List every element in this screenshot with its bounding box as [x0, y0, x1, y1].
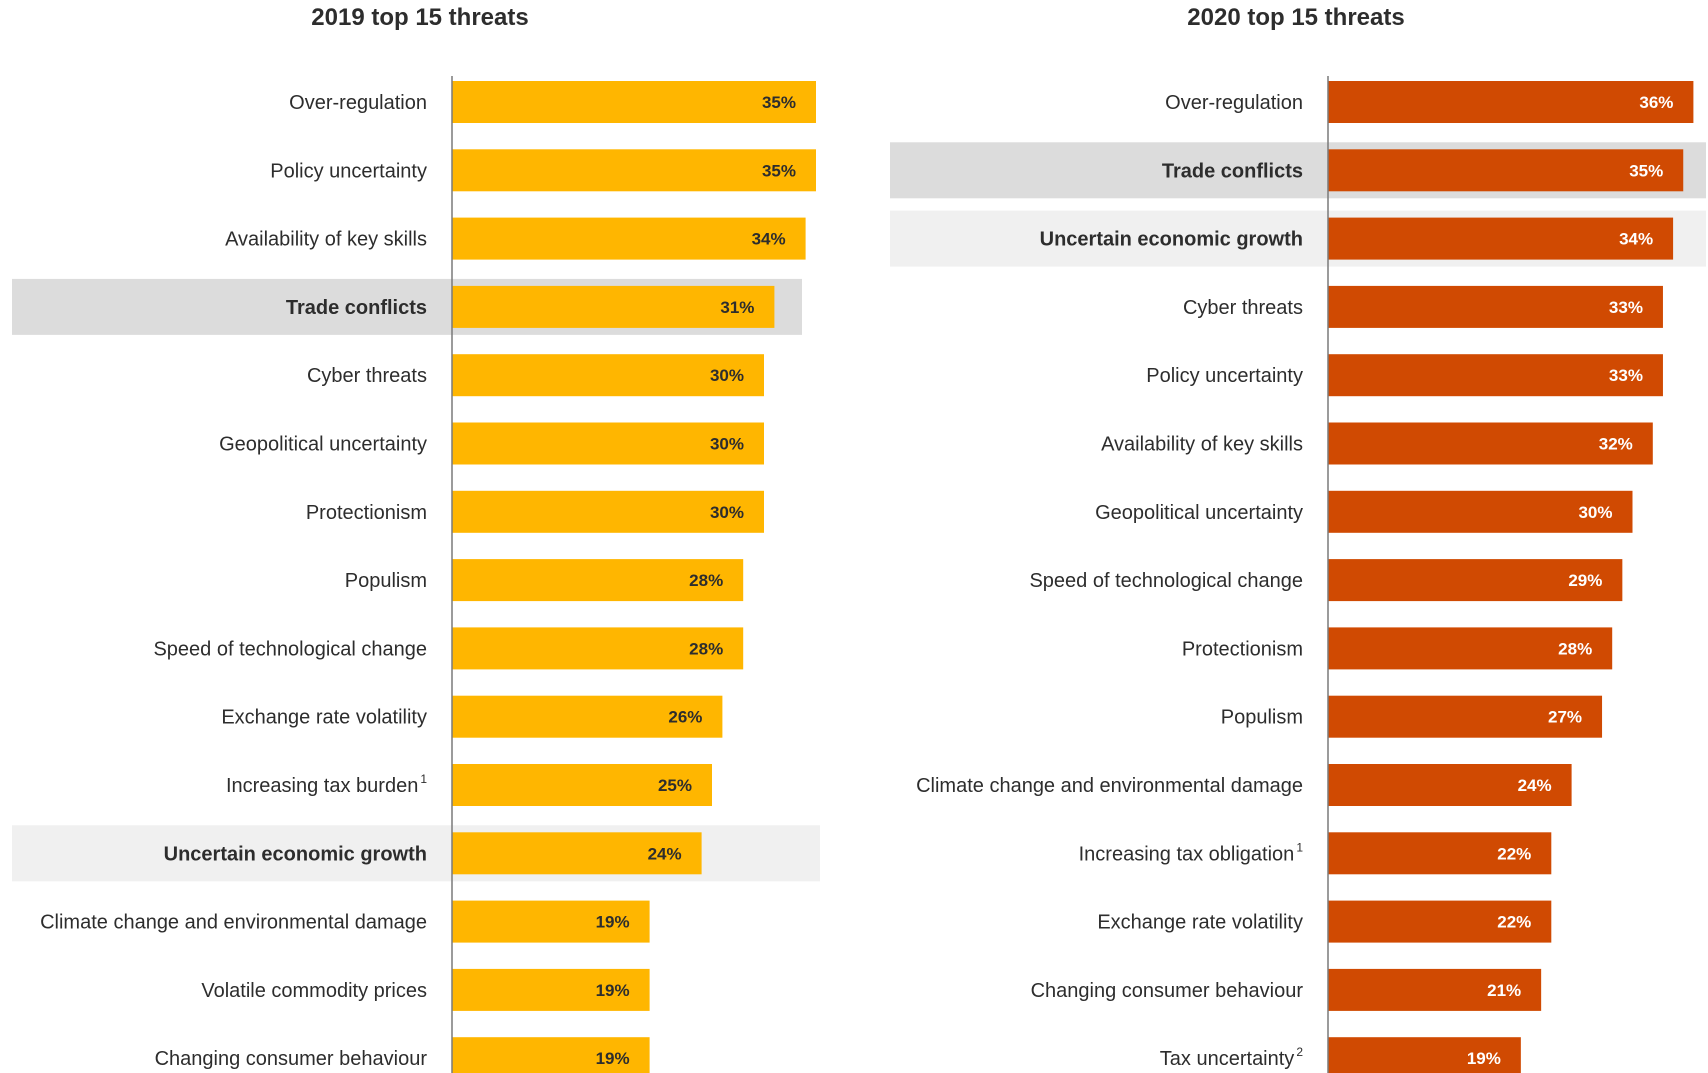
bar-chart-2020: Over-regulation 36% Trade conflicts 35% Unce…	[890, 76, 1706, 1073]
data-label-2019-10: 25%	[658, 776, 692, 795]
category-label-2020-7: Speed of technological change	[1029, 570, 1303, 592]
category-label-2019-5: Geopolitical uncertainty	[219, 434, 427, 456]
data-label-2019-2: 34%	[752, 230, 786, 249]
category-label-2020-4: Policy uncertainty	[1146, 365, 1303, 387]
category-label-2020-2: Uncertain economic growth	[1040, 229, 1303, 251]
data-label-2020-2: 34%	[1619, 230, 1653, 249]
category-label-2019-1: Policy uncertainty	[270, 160, 427, 182]
data-label-2019-12: 19%	[596, 913, 630, 932]
bar-2020-9	[1328, 695, 1603, 738]
footnote-marker-2019-10: 1	[420, 772, 427, 786]
category-label-2019-3: Trade conflicts	[286, 297, 427, 319]
data-label-2020-11: 22%	[1497, 844, 1531, 863]
data-label-2019-9: 26%	[668, 708, 702, 727]
footnote-marker-2020-11: 1	[1296, 840, 1303, 854]
category-label-2020-5: Availability of key skills	[1101, 434, 1303, 456]
category-label-2020-6: Geopolitical uncertainty	[1095, 502, 1303, 524]
bar-2019-3	[452, 285, 775, 328]
bar-2020-8	[1328, 627, 1613, 670]
category-label-2019-8: Speed of technological change	[153, 638, 427, 660]
bar-2019-8	[452, 627, 744, 670]
bar-2019-10	[452, 764, 712, 806]
bar-2019-4	[452, 354, 764, 397]
category-label-2020-14: Tax uncertainty 2	[1160, 1045, 1304, 1070]
data-label-2020-7: 29%	[1568, 571, 1602, 590]
category-label-2020-9: Populism	[1221, 707, 1303, 729]
category-label-2020-11: Increasing tax obligation 1	[1079, 840, 1304, 865]
data-label-2020-4: 33%	[1609, 366, 1643, 385]
bar-2020-0	[1328, 81, 1694, 123]
data-label-2020-8: 28%	[1558, 639, 1592, 658]
chart-2019-panel: 2019 top 15 threats Over-regulation 35% Po…	[0, 0, 820, 1073]
category-label-2019-14: Changing consumer behaviour	[155, 1048, 428, 1070]
data-label-2020-6: 30%	[1578, 503, 1612, 522]
chart-title-2019: 2019 top 15 threats	[311, 4, 529, 31]
category-label-2019-6: Protectionism	[306, 502, 427, 524]
data-label-2019-7: 28%	[689, 571, 723, 590]
bar-2019-2	[452, 217, 806, 260]
data-label-2020-13: 21%	[1487, 981, 1521, 1000]
bar-2020-7	[1328, 559, 1623, 602]
data-label-2020-1: 35%	[1629, 161, 1663, 180]
category-label-2019-2: Availability of key skills	[225, 229, 427, 251]
bar-2020-4	[1328, 354, 1663, 397]
category-label-2020-3: Cyber threats	[1183, 297, 1303, 319]
category-label-2020-13: Changing consumer behaviour	[1031, 980, 1304, 1002]
category-label-2019-10: Increasing tax burden 1	[226, 772, 427, 797]
bar-2020-3	[1328, 285, 1663, 328]
bar-2020-5	[1328, 422, 1653, 465]
data-label-2020-12: 22%	[1497, 913, 1531, 932]
bar-2019-11	[452, 832, 702, 875]
bar-2020-13	[1328, 968, 1542, 1011]
data-label-2019-11: 24%	[648, 844, 682, 863]
footnote-marker-2020-14: 2	[1296, 1045, 1303, 1059]
bar-2019-7	[452, 559, 744, 602]
data-label-2019-5: 30%	[710, 435, 744, 454]
bar-2019-14	[452, 1037, 650, 1073]
bar-2019-5	[452, 422, 764, 465]
bar-2020-11	[1328, 832, 1552, 875]
category-label-2019-12: Climate change and environmental damage	[40, 912, 427, 934]
category-label-2020-8: Protectionism	[1182, 638, 1303, 660]
data-label-2020-14: 19%	[1467, 1049, 1501, 1068]
bar-2019-13	[452, 968, 650, 1011]
category-label-2020-1: Trade conflicts	[1162, 160, 1303, 182]
chart-2020-panel: 2020 top 15 threats Over-regulation 36% Tr…	[876, 0, 1708, 1073]
data-label-2019-0: 35%	[762, 93, 796, 112]
chart-title-2020: 2020 top 15 threats	[1187, 4, 1405, 31]
bar-2020-2	[1328, 217, 1674, 260]
bar-2020-12	[1328, 900, 1552, 943]
data-label-2019-6: 30%	[710, 503, 744, 522]
category-label-2019-0: Over-regulation	[289, 92, 427, 114]
bar-2019-6	[452, 490, 764, 533]
bar-2019-0	[452, 81, 816, 123]
bar-2019-1	[452, 149, 816, 192]
bar-2020-1	[1328, 149, 1684, 192]
data-label-2019-1: 35%	[762, 161, 796, 180]
data-label-2019-3: 31%	[720, 298, 754, 317]
data-label-2019-8: 28%	[689, 639, 723, 658]
bar-2019-9	[452, 695, 723, 738]
category-label-2020-12: Exchange rate volatility	[1097, 912, 1303, 934]
bar-2019-12	[452, 900, 650, 943]
data-label-2020-5: 32%	[1599, 435, 1633, 454]
category-label-2019-9: Exchange rate volatility	[221, 707, 427, 729]
bar-2020-6	[1328, 490, 1633, 533]
data-label-2020-10: 24%	[1518, 776, 1552, 795]
data-label-2019-13: 19%	[596, 981, 630, 1000]
data-label-2020-3: 33%	[1609, 298, 1643, 317]
category-label-2020-0: Over-regulation	[1165, 92, 1303, 114]
category-label-2019-4: Cyber threats	[307, 365, 427, 387]
category-label-2020-10: Climate change and environmental damage	[916, 775, 1303, 797]
bar-chart-2019: Over-regulation 35% Policy uncertainty 35% A…	[12, 76, 820, 1073]
data-label-2019-14: 19%	[596, 1049, 630, 1068]
data-label-2020-9: 27%	[1548, 708, 1582, 727]
category-label-2019-7: Populism	[345, 570, 427, 592]
category-label-2019-11: Uncertain economic growth	[164, 843, 427, 865]
category-label-2019-13: Volatile commodity prices	[201, 980, 427, 1002]
bar-2020-14	[1328, 1037, 1521, 1073]
data-label-2020-0: 36%	[1639, 93, 1673, 112]
bar-2020-10	[1328, 764, 1572, 806]
data-label-2019-4: 30%	[710, 366, 744, 385]
